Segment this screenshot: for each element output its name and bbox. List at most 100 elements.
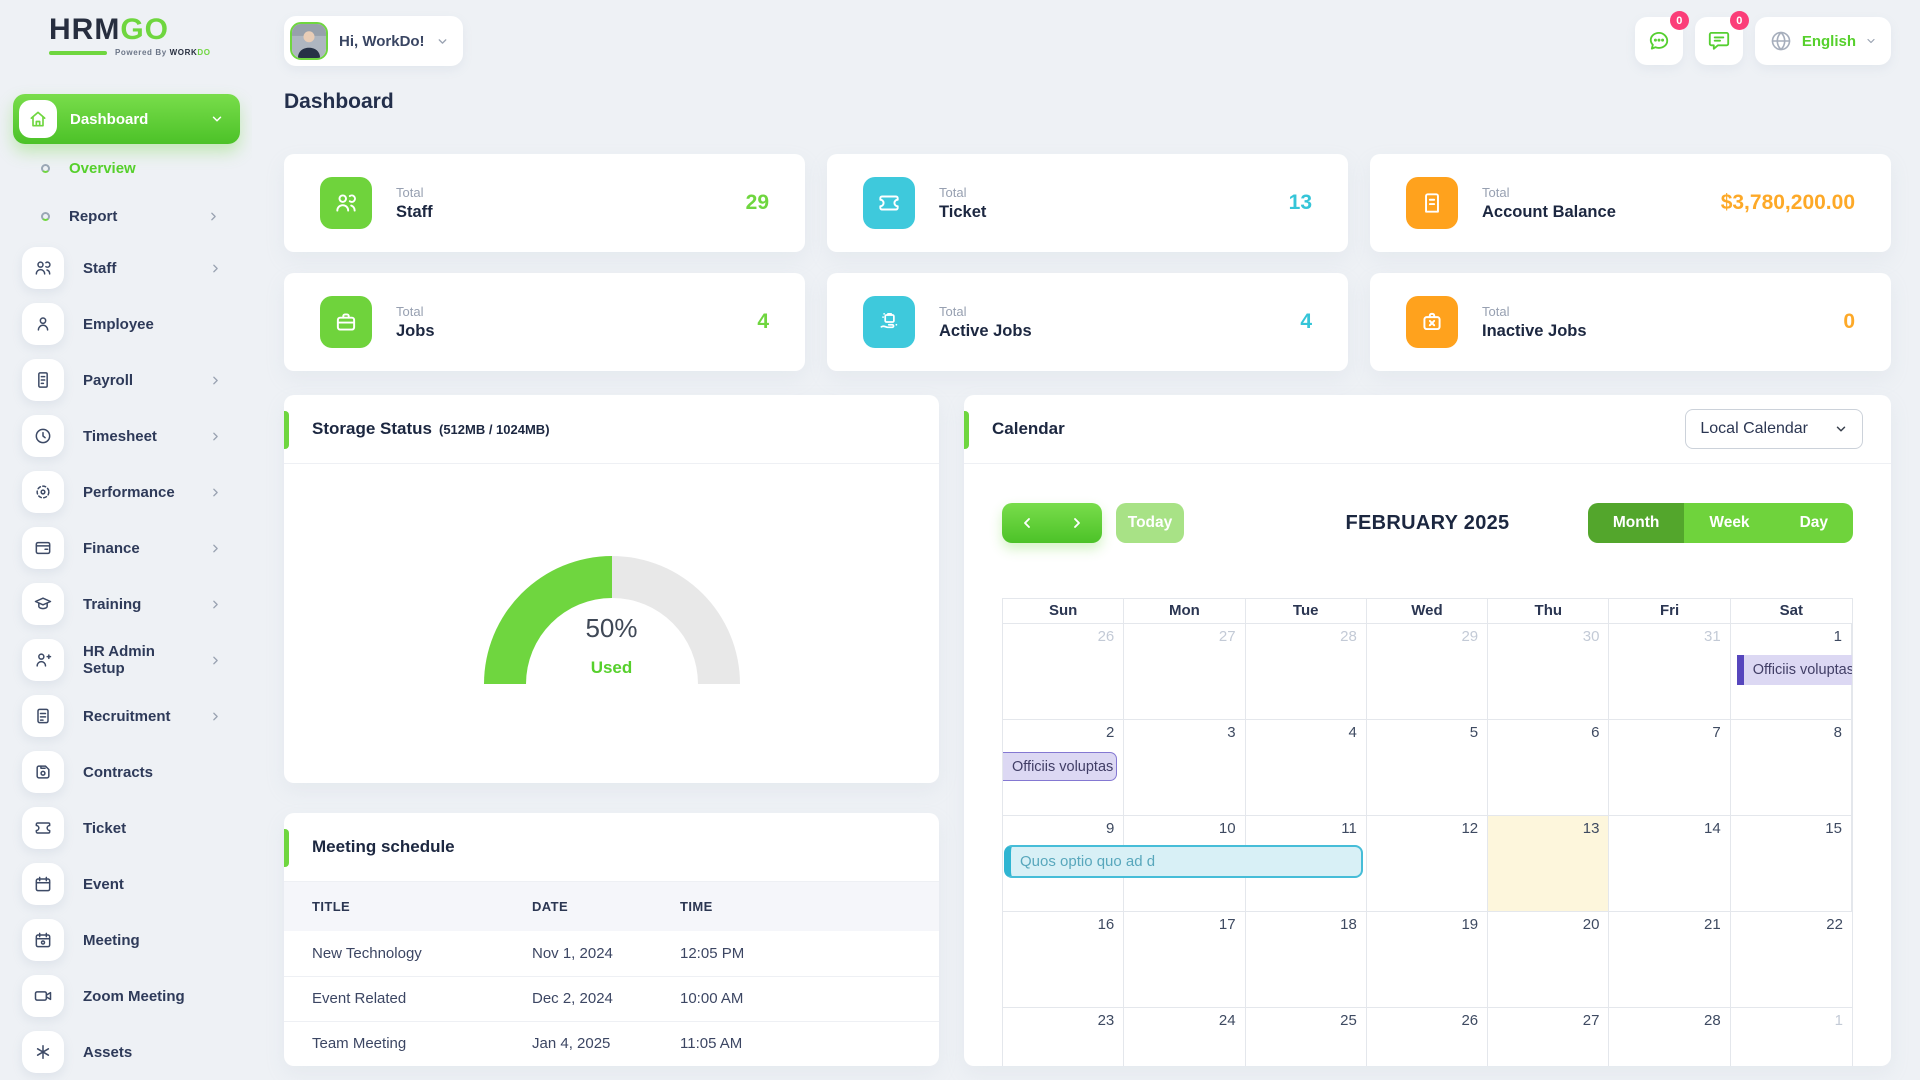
sidebar-item-timesheet[interactable]: Timesheet <box>13 408 252 464</box>
calendar-day-cell[interactable]: 19 <box>1366 912 1489 1008</box>
invoice-icon <box>1406 177 1458 229</box>
calendar-day-cell[interactable]: 1 <box>1731 1008 1852 1066</box>
calendar-day-cell[interactable]: 25 <box>1246 1008 1367 1066</box>
wallet-icon <box>22 527 64 569</box>
user-menu[interactable]: Hi, WorkDo! <box>284 16 463 66</box>
prev-month-button[interactable] <box>1002 503 1052 543</box>
meeting-schedule-card: Meeting schedule TITLE DATE TIME <box>284 813 939 1066</box>
stat-value: 4 <box>757 310 769 333</box>
calendar-day-cell[interactable]: 21 <box>1609 912 1731 1008</box>
stat-card-staff: Total Staff 29 <box>284 154 805 252</box>
notifications-badge: 0 <box>1729 11 1749 30</box>
sidebar-item-training[interactable]: Training <box>13 576 252 632</box>
calendar-icon <box>22 863 64 905</box>
next-month-button[interactable] <box>1052 503 1102 543</box>
sidebar-item-report[interactable]: Report <box>13 192 252 240</box>
sidebar-item-performance[interactable]: Performance <box>13 464 252 520</box>
calendar-event[interactable]: Quos optio quo ad d <box>1004 845 1363 878</box>
briefcase-icon <box>320 296 372 348</box>
sidebar-item-hr-admin-setup[interactable]: HR Admin Setup <box>13 632 252 688</box>
stat-value: 13 <box>1288 191 1312 214</box>
week-view-button[interactable]: Week <box>1684 503 1775 543</box>
staff-icon <box>22 247 64 289</box>
target-icon <box>22 471 64 513</box>
topbar: Hi, WorkDo! 0 0 English <box>252 0 1920 70</box>
powered-by: Powered By WORKDO <box>49 48 252 57</box>
calendar-day-cell[interactable]: 2 <box>1003 720 1125 816</box>
calendar-day-cell[interactable]: 22 <box>1730 912 1852 1008</box>
calendar-day-cell[interactable]: 11 <box>1245 816 1367 912</box>
messages-button[interactable]: 0 <box>1634 11 1689 65</box>
sidebar-item-overview[interactable]: Overview <box>13 144 252 192</box>
stat-card-active-jobs: Total Active Jobs 4 <box>827 273 1348 371</box>
column-time: TIME <box>680 899 713 914</box>
calendar-day-cell[interactable]: 20 <box>1488 912 1610 1008</box>
chevron-right-icon <box>209 262 222 275</box>
sidebar-item-zoom-meeting[interactable]: Zoom Meeting <box>13 968 252 1024</box>
gauge-used-label: Used <box>590 658 633 677</box>
today-button[interactable]: Today <box>1116 503 1184 543</box>
calendar-day-cell[interactable]: 27 <box>1488 1008 1610 1066</box>
calendar-day-cell[interactable]: 8 <box>1730 720 1852 816</box>
calendar-day-cell[interactable]: 4 <box>1245 720 1367 816</box>
sidebar-item-employee[interactable]: Employee <box>13 296 252 352</box>
calendar-event[interactable]: Officiis voluptas c <box>1003 752 1118 781</box>
calendar-day-cell[interactable]: 7 <box>1609 720 1731 816</box>
calendar-day-cell[interactable]: 3 <box>1124 720 1246 816</box>
language-selector[interactable]: English <box>1754 17 1891 65</box>
sidebar-item-finance[interactable]: Finance <box>13 520 252 576</box>
calendar-day-cell[interactable]: 29 <box>1366 624 1489 720</box>
brand-logo[interactable]: HRMGO Powered By WORKDO <box>13 14 252 70</box>
calendar-day-cell[interactable]: 12 <box>1366 816 1489 912</box>
bullet-icon <box>41 163 50 173</box>
calendar-month-title: FEBRUARY 2025 <box>1345 511 1510 534</box>
day-view-button[interactable]: Day <box>1774 503 1853 543</box>
stat-card-account-balance: Total Account Balance $3,780,200.00 <box>1370 154 1891 252</box>
storage-status-card: Storage Status (512MB / 1024MB) 50% Used <box>284 395 939 783</box>
calendar-day-cell[interactable]: 16 <box>1003 912 1125 1008</box>
notifications-button[interactable]: 0 <box>1694 11 1749 65</box>
sidebar-item-meeting[interactable]: Meeting <box>13 912 252 968</box>
video-camera-icon <box>22 975 64 1017</box>
calendar-day-cell[interactable]: 31 <box>1609 624 1731 720</box>
calendar-event-icon <box>22 919 64 961</box>
calendar-day-cell[interactable]: 27 <box>1124 624 1246 720</box>
content: Dashboard Total Staff 29 Total Ticket 13 T… <box>252 70 1920 1080</box>
avatar <box>290 22 328 60</box>
chevron-right-icon <box>209 486 222 499</box>
calendar-day-cell[interactable]: 30 <box>1488 624 1610 720</box>
sidebar-item-payroll[interactable]: Payroll <box>13 352 252 408</box>
sidebar-item-event[interactable]: Event <box>13 856 252 912</box>
calendar-source-select[interactable]: Local Calendar <box>1685 409 1863 449</box>
sidebar-item-ticket[interactable]: Ticket <box>13 800 252 856</box>
month-view-button[interactable]: Month <box>1587 503 1685 543</box>
calendar-day-cell[interactable]: 26 <box>1367 1008 1489 1066</box>
stats-grid: Total Staff 29 Total Ticket 13 Total Accoun… <box>284 154 1891 371</box>
payroll-icon <box>22 359 64 401</box>
calendar-day-cell[interactable]: 26 <box>1003 624 1125 720</box>
calendar-day-cell-today[interactable]: 13 <box>1488 816 1610 912</box>
calendar-day-cell[interactable]: 14 <box>1609 816 1731 912</box>
sidebar-item-assets[interactable]: Assets <box>13 1024 252 1080</box>
calendar-day-cell[interactable]: 6 <box>1488 720 1610 816</box>
sidebar-item-staff[interactable]: Staff <box>13 240 252 296</box>
calendar-day-cell[interactable]: 17 <box>1124 912 1246 1008</box>
calendar-event[interactable]: Officiis voluptas c <box>1736 655 1852 685</box>
sidebar-item-dashboard[interactable]: Dashboard <box>13 94 240 144</box>
calendar-week-row: 9 10 11 12 13 14 15 Quos optio quo ad d <box>1003 816 1852 912</box>
calendar-day-cell[interactable]: 5 <box>1366 720 1489 816</box>
calendar-day-cell[interactable]: 15 <box>1730 816 1852 912</box>
chevron-right-icon <box>209 374 222 387</box>
calendar-day-cell[interactable]: 24 <box>1124 1008 1246 1066</box>
calendar-day-cell[interactable]: 18 <box>1245 912 1367 1008</box>
sidebar-item-recruitment[interactable]: Recruitment <box>13 688 252 744</box>
calendar-day-cell[interactable]: 28 <box>1245 624 1367 720</box>
meeting-card-header: Meeting schedule <box>284 813 939 882</box>
calendar-day-cell[interactable]: 28 <box>1609 1008 1731 1066</box>
calendar-week-row: 16 17 18 19 20 21 22 <box>1003 912 1852 1008</box>
language-label: English <box>1801 32 1856 50</box>
sidebar-item-contracts[interactable]: Contracts <box>13 744 252 800</box>
comment-icon <box>1706 28 1732 54</box>
calendar-day-cell[interactable]: 23 <box>1003 1008 1125 1066</box>
clock-icon <box>22 415 64 457</box>
